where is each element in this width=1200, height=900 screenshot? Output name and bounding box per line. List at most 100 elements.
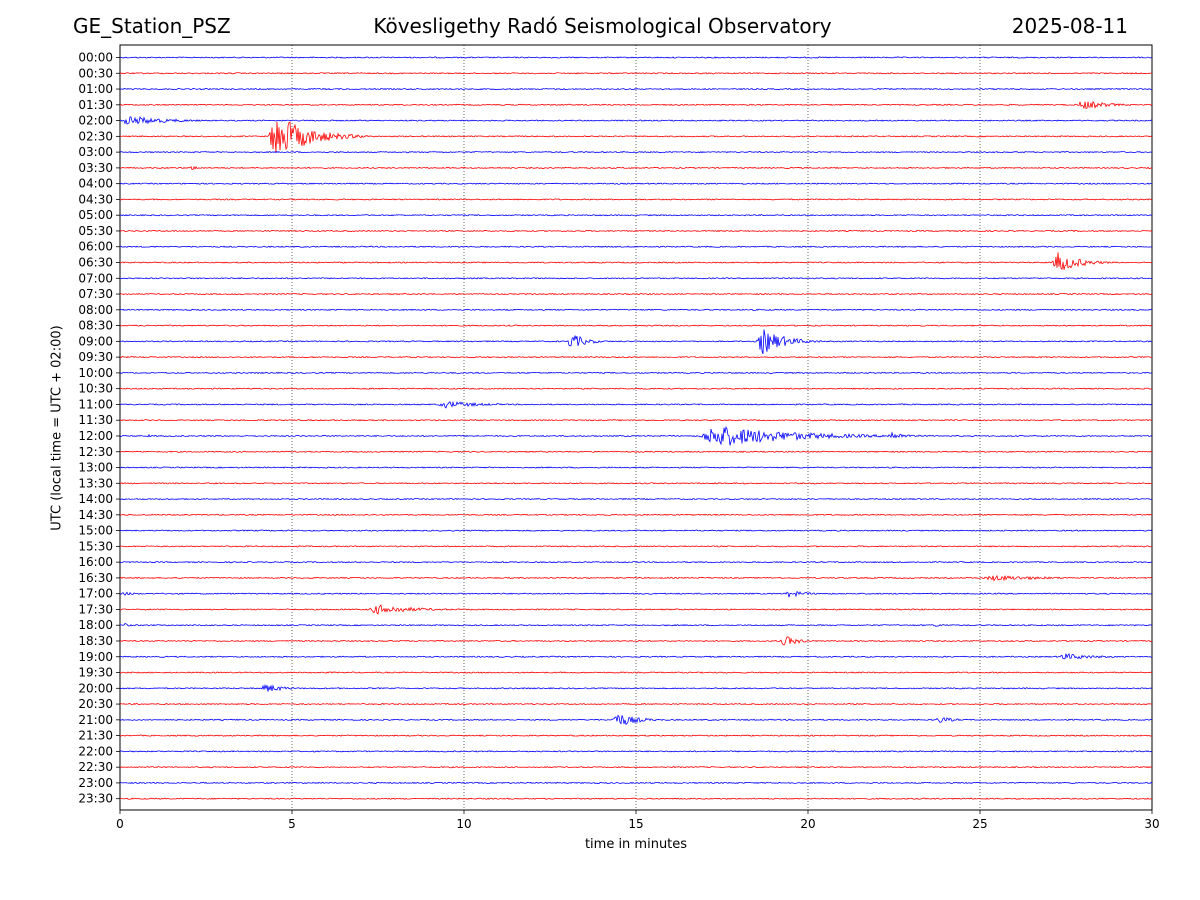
trace-2230 [119, 766, 1153, 769]
y-tick-label: 20:30 [78, 697, 113, 711]
y-tick-label: 00:00 [78, 51, 113, 65]
x-axis-ticks: 0 5 10 15 20 25 30 [116, 810, 1160, 831]
trace-0600 [119, 245, 1153, 248]
y-tick-label: 11:30 [78, 413, 113, 427]
seismogram-traces [119, 56, 1153, 800]
y-tick-label: 22:30 [78, 760, 113, 774]
x-tick-label: 0 [116, 817, 124, 831]
y-tick-label: 09:00 [78, 334, 113, 348]
trace-1200 [119, 426, 1153, 446]
trace-0230 [119, 121, 1153, 153]
x-tick-label: 5 [288, 817, 296, 831]
x-tick-label: 10 [456, 817, 471, 831]
trace-1000 [119, 371, 1153, 375]
trace-1630 [119, 574, 1153, 582]
trace-0530 [119, 229, 1153, 233]
trace-0900 [119, 329, 1153, 355]
y-tick-label: 06:30 [78, 256, 113, 270]
y-tick-label: 17:00 [78, 587, 113, 601]
trace-0430 [119, 198, 1153, 201]
trace-1800 [119, 622, 1153, 627]
trace-1330 [119, 482, 1153, 485]
y-tick-label: 02:00 [78, 114, 113, 128]
trace-1930 [119, 671, 1153, 674]
y-tick-label: 01:00 [78, 82, 113, 96]
y-tick-label: 17:30 [78, 602, 113, 616]
trace-2000 [119, 683, 1153, 692]
trace-0330 [119, 165, 1153, 170]
trace-0630 [119, 252, 1153, 271]
y-tick-label: 06:00 [78, 240, 113, 254]
y-tick-label: 18:00 [78, 618, 113, 632]
trace-0930 [119, 355, 1153, 359]
y-tick-label: 16:30 [78, 571, 113, 585]
trace-2300 [119, 781, 1153, 785]
trace-1400 [119, 497, 1153, 501]
y-tick-label: 05:00 [78, 208, 113, 222]
y-tick-label: 11:00 [78, 397, 113, 411]
trace-1700 [119, 590, 1153, 598]
trace-1500 [119, 529, 1153, 532]
y-tick-label: 13:00 [78, 461, 113, 475]
y-tick-label: 10:00 [78, 366, 113, 380]
y-tick-label: 15:30 [78, 539, 113, 553]
plot-frame [119, 44, 1153, 811]
y-tick-label: 15:00 [78, 524, 113, 538]
trace-1530 [119, 545, 1153, 548]
y-tick-label: 23:00 [78, 776, 113, 790]
y-tick-label: 21:00 [78, 713, 113, 727]
trace-0400 [119, 182, 1153, 185]
trace-1600 [119, 561, 1153, 564]
x-tick-label: 25 [972, 817, 987, 831]
trace-2030 [119, 702, 1153, 706]
trace-1830 [119, 636, 1153, 646]
y-tick-label: 12:00 [78, 429, 113, 443]
y-tick-label: 04:00 [78, 177, 113, 191]
y-tick-label: 14:30 [78, 508, 113, 522]
y-tick-label: 00:30 [78, 66, 113, 80]
y-tick-label: 21:30 [78, 729, 113, 743]
x-tick-label: 30 [1144, 817, 1159, 831]
trace-2130 [119, 734, 1153, 737]
y-tick-label: 16:00 [78, 555, 113, 569]
trace-1100 [119, 400, 1153, 409]
trace-0700 [119, 277, 1153, 280]
x-tick-label: 20 [800, 817, 815, 831]
y-tick-label: 03:30 [78, 161, 113, 175]
trace-2330 [119, 797, 1153, 800]
x-axis-label: time in minutes [584, 837, 688, 852]
trace-1130 [119, 419, 1153, 422]
y-tick-label: 01:30 [78, 98, 113, 112]
trace-1230 [119, 450, 1153, 453]
y-tick-label: 07:00 [78, 271, 113, 285]
chart-title: Kövesligethy Radó Seismological Observat… [373, 14, 832, 38]
y-tick-label: 13:30 [78, 476, 113, 490]
y-tick-label: 02:30 [78, 129, 113, 143]
trace-0000 [119, 56, 1153, 59]
y-tick-label: 08:30 [78, 319, 113, 333]
y-tick-label: 22:00 [78, 744, 113, 758]
y-tick-label: 19:00 [78, 650, 113, 664]
trace-0300 [119, 151, 1153, 154]
trace-0200 [119, 115, 1153, 125]
y-tick-label: 04:30 [78, 192, 113, 206]
y-tick-label: 10:30 [78, 382, 113, 396]
trace-0800 [119, 308, 1153, 311]
trace-1730 [119, 604, 1153, 615]
trace-2200 [119, 750, 1153, 753]
trace-1430 [119, 513, 1153, 516]
trace-1900 [119, 653, 1153, 660]
y-tick-label: 09:30 [78, 350, 113, 364]
y-tick-label: 18:30 [78, 634, 113, 648]
y-tick-label: 12:30 [78, 445, 113, 459]
trace-0100 [119, 87, 1153, 91]
trace-1300 [119, 466, 1153, 469]
trace-2100 [119, 714, 1153, 726]
station-id: GE_Station_PSZ [73, 14, 231, 38]
y-axis-label: UTC (local time = UTC + 02:00) [49, 325, 65, 531]
y-tick-label: 08:00 [78, 303, 113, 317]
trace-0130 [119, 100, 1153, 110]
trace-1030 [119, 387, 1153, 390]
